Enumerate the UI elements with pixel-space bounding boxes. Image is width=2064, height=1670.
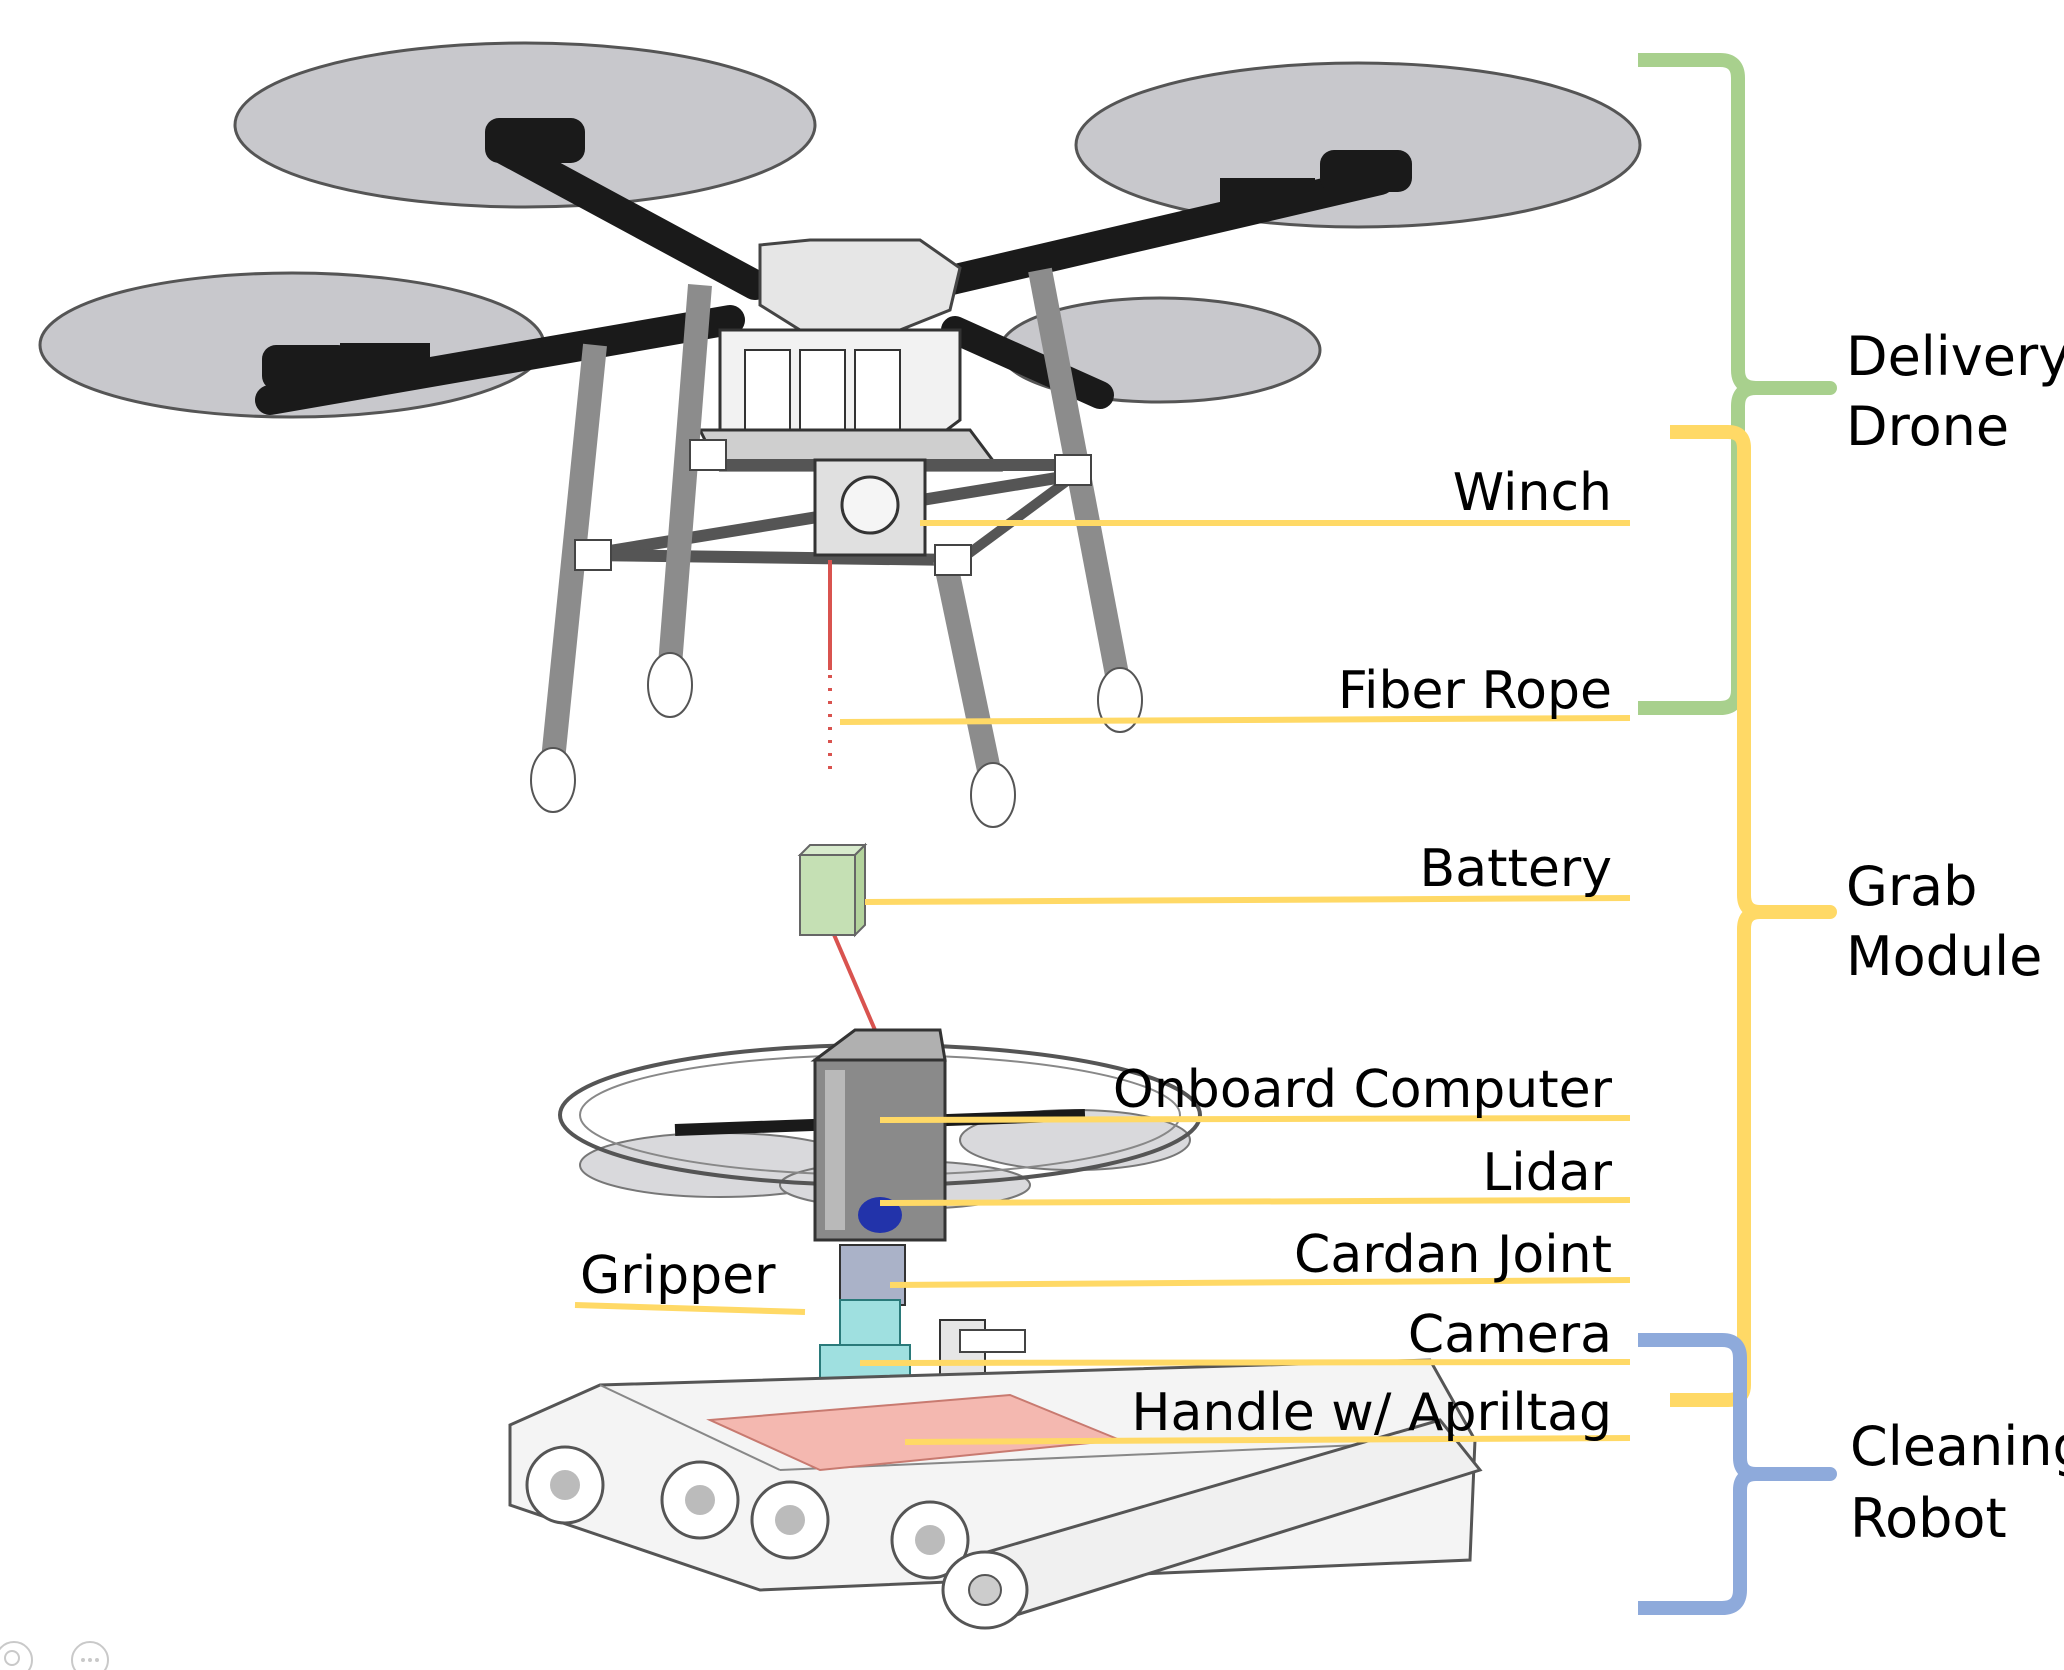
label-gripper: Gripper (580, 1246, 776, 1306)
motor (340, 343, 430, 373)
group-cleaning-robot-line2: Robot (1850, 1487, 2007, 1550)
brace-grab-module (1670, 425, 1837, 1407)
group-grab-module-line1: Grab (1846, 855, 1977, 918)
more-icon[interactable] (71, 1641, 109, 1670)
drone-arm (941, 316, 1114, 409)
leader-lines (574, 520, 1631, 1445)
leader-camera (859, 1359, 1631, 1366)
search-icon[interactable] (0, 1641, 33, 1670)
landing-foot (647, 652, 693, 718)
group-cleaning-robot-line1: Cleaning (1850, 1415, 2064, 1478)
landing-foot (1097, 667, 1143, 733)
brace-delivery-drone (1638, 53, 1837, 715)
battery-box (797, 842, 868, 938)
label-camera: Camera (1408, 1305, 1612, 1365)
leader-lidar (879, 1197, 1631, 1206)
leader-gripper (574, 1302, 806, 1315)
propeller-disc-front-right (1074, 61, 1642, 229)
drone-arm (490, 135, 770, 300)
grab-module-illustration (558, 1028, 1202, 1381)
group-grab-module-line2: Module (1846, 925, 2042, 988)
cleaning-robot-illustration (508, 1358, 1483, 1630)
motor (1220, 178, 1315, 208)
delivery-drone-illustration (38, 41, 1642, 828)
label-battery: Battery (1420, 839, 1612, 899)
component-labels: Winch Fiber Rope Battery Onboard Compute… (580, 463, 1613, 1443)
motor (262, 345, 352, 390)
lidar-unit (858, 1197, 902, 1233)
leader-onboard-computer (879, 1115, 1631, 1123)
motor (1320, 150, 1412, 192)
label-lidar: Lidar (1482, 1143, 1612, 1203)
landing-leg (658, 284, 712, 666)
label-handle-apriltag: Handle w/ Apriltag (1131, 1383, 1612, 1443)
viewer-controls[interactable] (0, 1641, 109, 1670)
label-winch: Winch (1453, 463, 1612, 523)
group-delivery-drone-line2: Drone (1846, 395, 2009, 458)
leader-handle (904, 1435, 1631, 1445)
leader-fiber-rope (839, 715, 1631, 725)
brace-cleaning-robot (1638, 1333, 1837, 1615)
leader-cardan-joint (889, 1277, 1631, 1288)
leader-battery (864, 895, 1631, 905)
landing-frame (584, 549, 961, 566)
cardan-joint-unit (839, 1244, 906, 1306)
label-cardan-joint: Cardan Joint (1294, 1225, 1612, 1285)
label-fiber-rope: Fiber Rope (1338, 661, 1612, 721)
group-labels: Delivery Drone Grab Module Cleaning Robo… (1846, 325, 2064, 1550)
motor (485, 118, 585, 163)
drone-hub (758, 238, 962, 332)
label-onboard-computer: Onboard Computer (1113, 1060, 1613, 1120)
landing-leg (933, 557, 1002, 778)
group-delivery-drone-line1: Delivery (1846, 325, 2064, 388)
landing-foot (970, 762, 1016, 828)
landing-frame (957, 470, 1078, 565)
fiber-rope-lower (830, 929, 877, 1031)
landing-foot (530, 747, 576, 813)
